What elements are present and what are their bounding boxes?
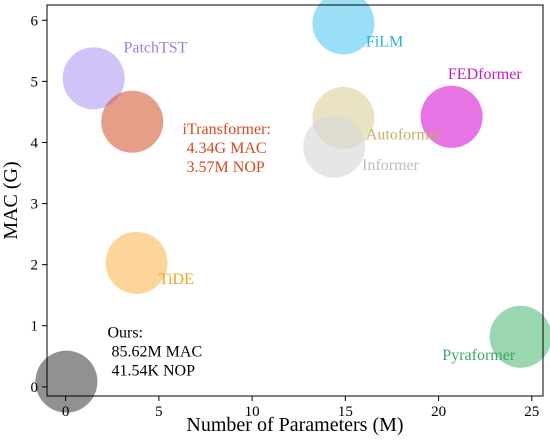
bubble-informer	[303, 115, 366, 178]
y-tick-label: 4	[31, 135, 39, 151]
x-tick-label: 10	[245, 404, 260, 420]
point-label-fedformer: FEDformer	[448, 66, 522, 83]
bubble-patchtst	[62, 47, 125, 110]
y-tick-label: 0	[31, 380, 39, 396]
y-tick-label: 2	[31, 258, 39, 274]
bubble-layer	[35, 0, 550, 413]
point-label-itransformer-line-1: 4.34G MAC	[183, 140, 267, 157]
y-tick-label: 3	[31, 197, 39, 213]
x-tick-label: 15	[338, 404, 353, 420]
point-label-film: FiLM	[366, 34, 403, 51]
x-axis-label: Number of Parameters (M)	[186, 414, 403, 436]
point-label-ours-line-0: Ours:	[107, 325, 143, 342]
y-axis-ticks: 0 1 2 3 4 5 6	[31, 13, 47, 396]
x-tick-label: 25	[524, 404, 539, 420]
y-tick-label: 1	[31, 319, 39, 335]
point-label-layer: Ours: 85.62M MAC 41.54K NOP PatchTST iTran…	[107, 34, 522, 380]
x-tick-label: 0	[62, 404, 70, 420]
point-label-patchtst: PatchTST	[123, 40, 187, 57]
bubble-pyraformer	[489, 305, 550, 368]
x-tick-label: 5	[155, 404, 163, 420]
point-label-informer: Informer	[362, 157, 420, 174]
point-label-itransformer-line-0: iTransformer:	[183, 121, 271, 138]
plot-frame	[46, 4, 544, 397]
bubble-film	[312, 0, 375, 55]
bubble-itransformer	[101, 90, 164, 153]
y-axis-label: MAC (G)	[0, 161, 22, 239]
y-tick-label: 5	[31, 74, 39, 90]
y-tick-label: 6	[31, 13, 39, 29]
bubble-ours	[35, 350, 98, 413]
bubble-tide	[105, 231, 168, 294]
x-tick-label: 20	[431, 404, 446, 420]
x-axis-ticks: 0 5 10 15 20 25	[62, 396, 539, 420]
point-label-ours-line-2: 41.54K NOP	[107, 363, 195, 380]
point-label-autoformer: Autoformer	[366, 126, 442, 143]
bubble-fedformer	[420, 85, 483, 148]
point-label-tide: TiDE	[159, 271, 194, 288]
point-label-pyraformer: Pyraformer	[442, 347, 516, 364]
point-label-itransformer-line-2: 3.57M NOP	[183, 159, 265, 176]
point-label-ours-line-1: 85.62M MAC	[107, 344, 202, 361]
